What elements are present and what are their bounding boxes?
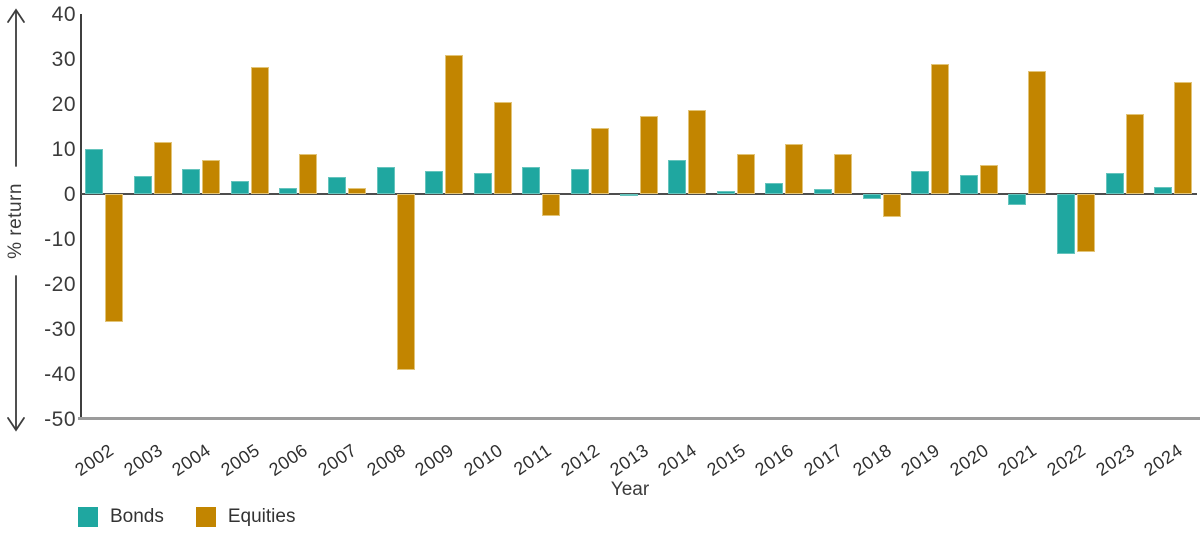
x-tick-2006: 2006 [265,439,312,480]
bar-bonds-2005 [230,180,249,194]
bar-bonds-2011 [522,167,541,194]
legend-label-equities: Equities [227,506,296,527]
bar-bonds-2024 [1154,187,1173,194]
bar-equities-2024 [1174,81,1193,194]
bar-bonds-2019 [911,171,930,194]
bar-bonds-2008 [376,167,395,194]
bar-bonds-2021 [1008,194,1027,206]
x-tick-2023: 2023 [1091,439,1138,480]
y-tick--50: -50 [44,407,76,431]
y-tick-40: 40 [51,2,76,26]
bar-equities-2017 [834,154,852,194]
x-axis-label: Year [610,479,650,500]
x-tick-2007: 2007 [314,439,361,480]
y-tick-30: 30 [51,47,76,71]
bar-equities-2006 [299,153,318,194]
x-tick-2019: 2019 [897,439,944,480]
y-tick--40: -40 [44,362,76,386]
bar-bonds-2022 [1057,194,1075,254]
bar-equities-2002 [105,194,123,323]
legend: Bonds Equities [78,506,295,528]
bar-bonds-2003 [133,176,152,194]
x-tick-2022: 2022 [1043,439,1090,480]
bar-bonds-2012 [571,169,589,194]
x-axis-line [78,417,1200,420]
x-tick-2009: 2009 [411,439,458,480]
x-tick-2005: 2005 [217,439,264,480]
bar-bonds-2015 [716,191,735,194]
bar-equities-2008 [396,194,415,371]
x-tick-2024: 2024 [1140,439,1187,480]
x-tick-2011: 2011 [509,439,555,480]
bar-equities-2022 [1077,194,1095,253]
bar-bonds-2020 [959,175,978,194]
x-tick-2002: 2002 [71,439,118,480]
bar-bonds-2018 [862,194,881,200]
legend-item-equities: Equities [195,506,296,528]
x-tick-2017: 2017 [800,439,847,480]
bar-bonds-2010 [473,172,492,194]
bar-bonds-2002 [85,149,103,194]
bar-bonds-2013 [619,194,638,197]
bar-equities-2019 [931,64,950,194]
x-tick-2010: 2010 [460,439,507,480]
bar-bonds-2017 [814,189,832,194]
x-tick-2018: 2018 [848,439,895,480]
x-tick-2008: 2008 [362,439,409,480]
bar-bonds-2007 [328,176,346,194]
bar-bonds-2006 [279,187,298,194]
x-tick-2021: 2021 [994,439,1041,480]
x-tick-2014: 2014 [654,439,701,480]
bar-equities-2014 [688,109,707,194]
bar-bonds-2009 [425,170,444,194]
zero-baseline [81,193,1197,195]
x-tick-2012: 2012 [557,439,604,480]
bar-equities-2016 [785,143,804,194]
bar-equities-2021 [1028,71,1047,194]
x-tick-2020: 2020 [946,439,993,480]
bar-bonds-2023 [1105,172,1124,194]
bar-equities-2018 [882,194,901,218]
legend-item-bonds: Bonds [78,506,164,528]
y-tick-0: 0 [63,182,76,206]
x-tick-2013: 2013 [605,439,652,480]
bar-bonds-2014 [668,160,687,194]
bar-bonds-2016 [765,183,784,194]
bar-equities-2003 [153,142,172,194]
bar-equities-2007 [348,188,366,194]
bar-equities-2013 [639,116,658,194]
bar-equities-2009 [445,54,464,194]
x-tick-2015: 2015 [703,439,750,480]
bar-equities-2004 [202,160,221,194]
bar-bonds-2004 [182,169,201,194]
legend-swatch-equities [195,507,216,527]
bar-equities-2020 [979,165,998,194]
bar-equities-2011 [542,194,561,216]
x-tick-2003: 2003 [119,439,166,480]
bar-equities-2010 [493,101,512,194]
y-axis-line [80,14,82,419]
legend-label-bonds: Bonds [110,506,164,527]
x-tick-2016: 2016 [751,439,798,480]
bar-equities-2023 [1125,113,1144,194]
x-tick-2004: 2004 [168,439,215,480]
bar-equities-2005 [250,66,269,194]
legend-swatch-bonds [78,507,98,527]
y-tick--10: -10 [44,227,76,251]
y-tick--30: -30 [44,317,76,341]
bar-equities-2012 [591,127,609,194]
y-tick-10: 10 [51,137,76,161]
y-axis-arrow [7,8,25,432]
y-tick--20: -20 [44,272,76,296]
bar-equities-2015 [736,153,755,194]
y-tick-20: 20 [51,92,76,116]
